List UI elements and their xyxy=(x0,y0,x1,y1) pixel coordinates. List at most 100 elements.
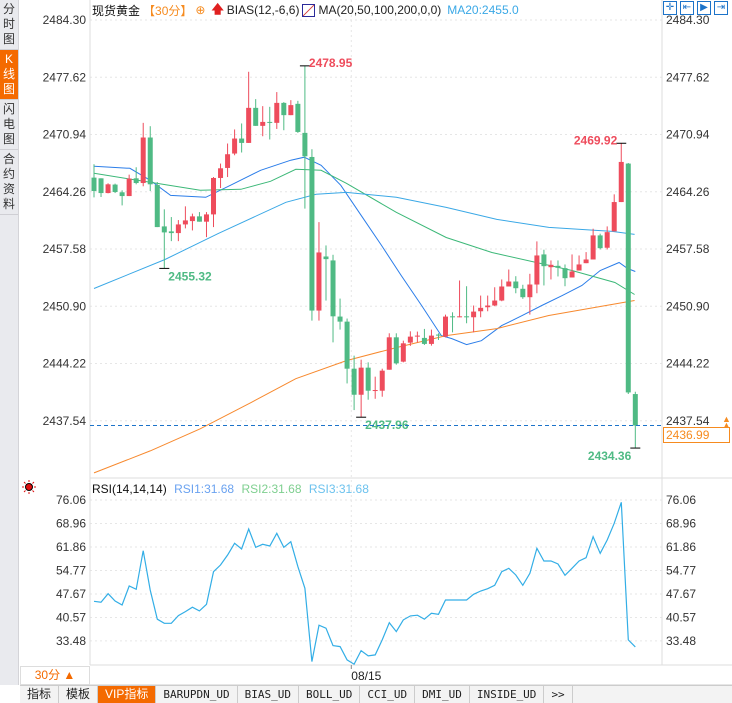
candle-body xyxy=(330,260,336,317)
candle-body xyxy=(492,300,498,306)
candle xyxy=(393,333,399,365)
candle-body xyxy=(534,255,540,285)
candle-body xyxy=(281,102,287,116)
candle-body xyxy=(393,337,399,364)
add-circle-icon[interactable]: ⊕ xyxy=(195,3,206,17)
tab-templates[interactable]: 模板 xyxy=(59,686,99,703)
ma20-value: MA20:2455.0 xyxy=(447,3,519,17)
rsi-settings-sun-icon[interactable] xyxy=(22,480,36,494)
candle xyxy=(632,391,638,449)
period-selector[interactable]: 30分 ▲ xyxy=(20,666,90,685)
tab-inside-ud[interactable]: INSIDE_UD xyxy=(470,686,545,703)
rsi-tick-label-left: 76.06 xyxy=(56,493,86,507)
ma-indicator-label[interactable]: MA(20,50,100,200,0,0) xyxy=(318,3,442,17)
candle-body xyxy=(337,316,343,322)
rsi1-value: RSI1:31.68 xyxy=(174,482,235,496)
candle-body xyxy=(358,367,364,395)
bias-indicator-label[interactable]: BIAS(12,-6,6) xyxy=(226,3,300,17)
candle xyxy=(555,260,561,277)
rsi-tick-label-right: 68.96 xyxy=(666,517,696,531)
price-tick-label-right: 2477.62 xyxy=(666,70,710,84)
candle-body xyxy=(246,107,252,143)
rsi-tick-label-left: 61.86 xyxy=(56,540,86,554)
candle xyxy=(379,368,385,397)
candle xyxy=(267,106,273,140)
candle-body xyxy=(189,216,195,222)
candle-body xyxy=(295,103,301,132)
candle xyxy=(175,220,181,242)
candle-body xyxy=(400,343,406,362)
price-tick-label-left: 2470.94 xyxy=(43,128,87,142)
tab-boll-ud[interactable]: BOLL_UD xyxy=(299,686,361,703)
tab-dmi-ud[interactable]: DMI_UD xyxy=(415,686,470,703)
tab-vip-indicators[interactable]: VIP指标 xyxy=(98,686,157,703)
tab-more[interactable]: >> xyxy=(544,686,573,703)
candle-body xyxy=(464,316,470,318)
sidebar-tab-timeshare[interactable]: 分时图 xyxy=(0,0,18,50)
candle xyxy=(569,254,575,278)
candle-body xyxy=(513,281,519,289)
candle xyxy=(400,340,406,363)
candle-body xyxy=(126,178,132,197)
rsi-tick-label-left: 40.57 xyxy=(56,610,86,624)
candle xyxy=(337,298,343,330)
candle xyxy=(604,226,610,250)
candle xyxy=(372,376,378,399)
candle xyxy=(189,213,195,231)
candle xyxy=(386,333,392,370)
jump-end-icon[interactable]: ⇥ xyxy=(714,1,728,15)
date-tick-label: 08/15 xyxy=(351,669,381,683)
candle xyxy=(611,194,617,232)
rsi-tick-label-right: 54.77 xyxy=(666,563,696,577)
candle-body xyxy=(548,264,554,268)
rsi-tick-label-right: 47.67 xyxy=(666,587,696,601)
zoom-range-icon[interactable]: ⇤ xyxy=(680,1,694,15)
sidebar-tab-kline[interactable]: K线图 xyxy=(0,50,18,100)
sidebar-tab-contract-info[interactable]: 合约资料 xyxy=(0,150,18,215)
candle-body xyxy=(443,316,448,337)
red-up-arrow-icon: 🡅 xyxy=(211,1,224,16)
candle xyxy=(562,264,568,287)
candle xyxy=(98,178,104,197)
candle xyxy=(133,167,139,185)
candle-body xyxy=(253,107,259,126)
period-label[interactable]: 【30分】 xyxy=(143,3,193,18)
sidebar-tab-flash[interactable]: 闪电图 xyxy=(0,100,18,150)
candle xyxy=(91,164,97,198)
candle xyxy=(295,100,301,133)
price-tick-label-left: 2444.22 xyxy=(43,357,87,371)
candle-body xyxy=(91,177,97,191)
rsi-tick-label-left: 54.77 xyxy=(56,563,86,577)
candle-body xyxy=(267,121,273,123)
candle xyxy=(625,162,631,395)
tab-bias-ud[interactable]: BIAS_UD xyxy=(238,686,299,703)
candle-body xyxy=(541,254,547,267)
tab-cci-ud[interactable]: CCI_UD xyxy=(360,686,416,703)
candle-body xyxy=(211,177,217,215)
candle-body xyxy=(316,252,322,311)
candle xyxy=(196,212,202,222)
crosshair-icon[interactable]: ✛ xyxy=(663,1,677,15)
candle xyxy=(288,100,294,116)
candle-body xyxy=(239,138,245,143)
candle xyxy=(506,269,512,287)
price-tick-label-left: 2477.62 xyxy=(43,70,87,84)
tab-barupdn-ud[interactable]: BARUPDN_UD xyxy=(156,686,238,703)
candle-body xyxy=(260,121,266,126)
price-tick-label-right: 2484.30 xyxy=(666,13,710,27)
candle-body xyxy=(435,334,441,336)
rsi-indicator-label[interactable]: RSI(14,14,14) xyxy=(92,482,167,496)
play-forward-icon[interactable]: ▶ xyxy=(697,1,711,15)
tab-indicators[interactable]: 指标 xyxy=(20,686,60,703)
candle-body xyxy=(232,138,238,154)
candle-body xyxy=(583,259,589,264)
candle xyxy=(464,286,470,324)
ma200-line xyxy=(93,300,635,474)
candle-body xyxy=(562,268,568,279)
scroll-to-latest-icon[interactable]: ▲ ▲ xyxy=(722,414,731,430)
rsi1-line xyxy=(93,502,636,666)
candle xyxy=(140,122,146,187)
rsi-tick-label-left: 68.96 xyxy=(56,517,86,531)
price-tick-label-left: 2484.30 xyxy=(43,13,87,27)
